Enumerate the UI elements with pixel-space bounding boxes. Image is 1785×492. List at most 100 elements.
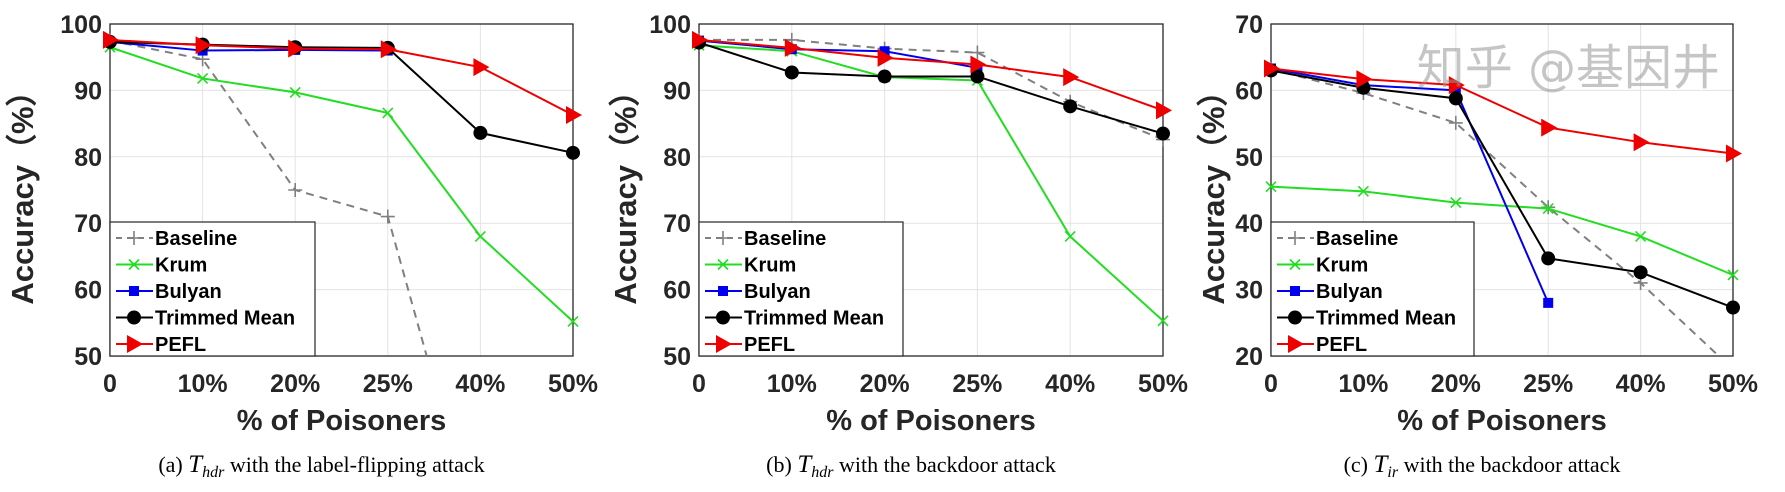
- legend-label: Baseline: [1316, 228, 1398, 250]
- data-point-krum: [1450, 197, 1462, 209]
- x-tick-label: 0: [1264, 370, 1278, 398]
- data-point-baseline: [1541, 200, 1556, 215]
- x-tick-label: 50%: [1138, 370, 1188, 398]
- legend-marker: [718, 286, 728, 296]
- caption: (b) Thdr with the backdoor attack: [766, 451, 1056, 481]
- caption-subscript: hdr: [202, 464, 225, 481]
- data-point-trimmed-mean: [473, 125, 488, 140]
- series-line-trimmed-mean: [1270, 69, 1734, 309]
- data-point-pefl: [1726, 144, 1742, 163]
- data-point-trimmed-mean: [877, 69, 892, 84]
- y-axis-label: Accuracy（%）: [1196, 75, 1231, 304]
- y-tick-label: 50: [663, 343, 691, 371]
- caption-text: with the label-flipping attack: [224, 452, 484, 477]
- x-tick-label: 10%: [1338, 370, 1388, 398]
- data-point-krum: [1542, 203, 1554, 215]
- series-line-baseline: [699, 38, 1164, 141]
- data-point-trimmed-mean: [1633, 265, 1648, 280]
- data-point-pefl: [1356, 70, 1373, 89]
- legend-label: Baseline: [155, 228, 237, 250]
- y-tick-label: 70: [1235, 11, 1263, 39]
- plot-frame: [698, 23, 1164, 357]
- x-tick-label: 0: [692, 370, 706, 398]
- y-tick-label: 90: [663, 77, 691, 105]
- series-line-krum: [698, 44, 1164, 322]
- y-tick-label: 30: [1235, 277, 1263, 305]
- chart-panel-b: 0 10% 20% 25% 40% 50% 50 60 70 80 90 100 Baseline Kru…: [608, 11, 1188, 481]
- data-point-pefl: [784, 38, 801, 57]
- y-tick-label: 90: [74, 77, 102, 105]
- legend-label: Bulyan: [1316, 281, 1383, 303]
- legend-box: [109, 221, 316, 357]
- x-axis-label: % of Poisoners: [237, 405, 447, 437]
- data-point-pefl: [1156, 101, 1172, 120]
- data-point-pefl: [473, 58, 490, 77]
- legend-label: Krum: [744, 255, 796, 277]
- legend: Baseline Krum Bulyan Trimmed Mean PEFL: [1270, 221, 1475, 357]
- series-line-bulyan: [109, 40, 388, 52]
- y-tick-label: 100: [649, 11, 691, 39]
- data-point-baseline: [288, 183, 303, 197]
- legend-marker: [1288, 310, 1302, 325]
- caption-text: with the backdoor attack: [833, 452, 1055, 477]
- watermark: 知乎 @基因井: [1417, 40, 1720, 96]
- data-point-pefl: [970, 55, 987, 74]
- legend-label: Bulyan: [155, 281, 222, 303]
- data-point-krum: [474, 230, 486, 243]
- y-tick-label: 70: [74, 210, 102, 238]
- caption-subscript: hdr: [811, 464, 834, 481]
- data-point-pefl: [566, 105, 582, 124]
- caption-text: with the backdoor attack: [1398, 452, 1620, 477]
- y-tick-label: 60: [74, 277, 102, 305]
- x-tick-label: 0: [103, 370, 117, 398]
- data-point-krum: [1265, 181, 1277, 193]
- data-point-pefl: [1448, 76, 1465, 95]
- data-point-krum: [567, 315, 579, 328]
- data-point-pefl: [1063, 68, 1080, 87]
- caption-prefix: (c): [1344, 452, 1374, 477]
- x-tick-label: 10%: [767, 370, 817, 398]
- series-line-baseline: [1270, 68, 1720, 357]
- data-point-trimmed-mean: [784, 65, 799, 80]
- series-line-trimmed-mean: [109, 40, 574, 154]
- series-layer: [1264, 59, 1742, 357]
- y-tick-label: 80: [74, 144, 102, 172]
- data-point-krum: [289, 86, 301, 98]
- legend-label: Baseline: [744, 228, 826, 250]
- legend-marker: [716, 310, 730, 325]
- legend-label: Trimmed Mean: [744, 308, 884, 330]
- legend-marker: [1288, 335, 1304, 353]
- data-point-krum: [197, 72, 209, 85]
- legend-label: Krum: [1316, 255, 1368, 277]
- x-tick-label: 20%: [1431, 370, 1481, 398]
- data-point-trimmed-mean: [1156, 126, 1170, 141]
- data-point-baseline: [1448, 115, 1463, 130]
- legend-marker: [127, 231, 141, 245]
- y-tick-label: 50: [1235, 144, 1263, 172]
- x-tick-label: 25%: [1523, 370, 1573, 398]
- series-line-pefl: [1270, 67, 1734, 155]
- legend-marker: [128, 258, 140, 271]
- y-tick-label: 100: [60, 11, 102, 39]
- legend-label: Trimmed Mean: [155, 308, 295, 330]
- data-point-trimmed-mean: [566, 145, 580, 160]
- data-point-bulyan: [879, 46, 890, 57]
- caption-symbol: T: [188, 451, 204, 478]
- x-tick-label: 20%: [270, 370, 320, 398]
- legend-marker: [127, 335, 143, 353]
- legend-label: PEFL: [744, 334, 795, 356]
- y-tick-label: 70: [663, 210, 691, 238]
- data-point-krum: [1727, 269, 1739, 281]
- x-tick-label: 40%: [1045, 370, 1095, 398]
- y-tick-label: 60: [663, 277, 691, 305]
- legend-marker: [1288, 231, 1302, 245]
- data-point-pefl: [195, 36, 212, 55]
- data-point-baseline: [380, 209, 395, 224]
- legend-label: PEFL: [1316, 334, 1367, 356]
- x-tick-label: 25%: [952, 370, 1002, 398]
- data-point-pefl: [380, 40, 397, 59]
- y-tick-label: 50: [74, 343, 102, 371]
- chart-panel-a: 0 10% 20% 25% 40% 50% 50 60 70 80 90 100 Baseline Kru…: [5, 11, 598, 481]
- data-point-trimmed-mean: [1063, 99, 1078, 114]
- legend-label: PEFL: [155, 334, 206, 356]
